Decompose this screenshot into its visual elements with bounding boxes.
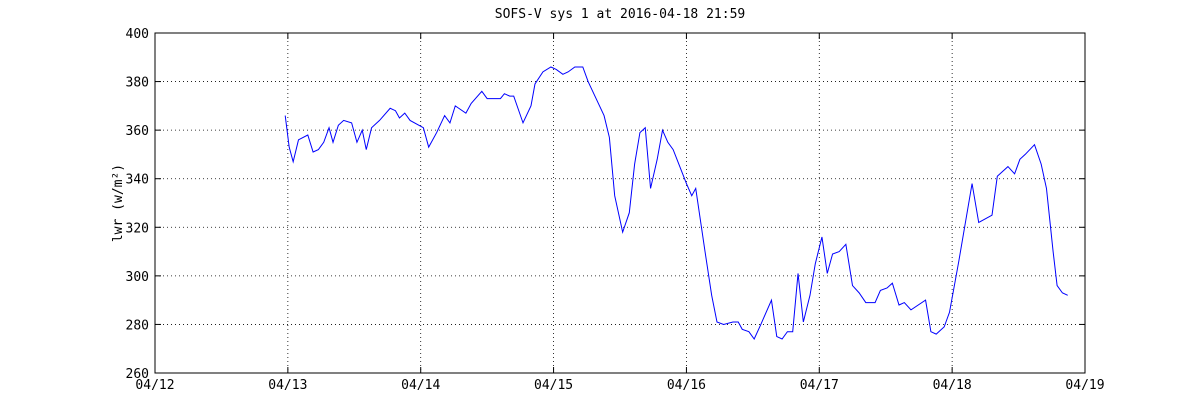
y-tick-label: 360 <box>126 124 149 139</box>
plot-frame <box>154 32 1086 374</box>
y-tick-label: 400 <box>126 27 149 42</box>
y-tick-label: 280 <box>126 318 149 333</box>
data-line <box>284 66 1068 340</box>
x-tick-label: 04/12 <box>135 378 174 393</box>
y-tick-label: 320 <box>126 221 149 236</box>
y-tick-label: 260 <box>126 367 149 382</box>
y-tick-label: 300 <box>126 270 149 285</box>
x-tick-label: 04/18 <box>933 378 972 393</box>
chart-title: SOFS-V sys 1 at 2016-04-18 21:59 <box>495 7 745 22</box>
x-tick-label: 04/17 <box>800 378 839 393</box>
x-tick-label: 04/14 <box>401 378 440 393</box>
y-tick-label: 380 <box>126 76 149 91</box>
y-tick-label: 340 <box>126 173 149 188</box>
x-tick-label: 04/13 <box>268 378 307 393</box>
y-axis-label: lwr (w/m²) <box>111 164 126 242</box>
x-tick-label: 04/15 <box>534 378 573 393</box>
x-tick-label: 04/16 <box>667 378 706 393</box>
x-tick-label: 04/19 <box>1065 378 1104 393</box>
